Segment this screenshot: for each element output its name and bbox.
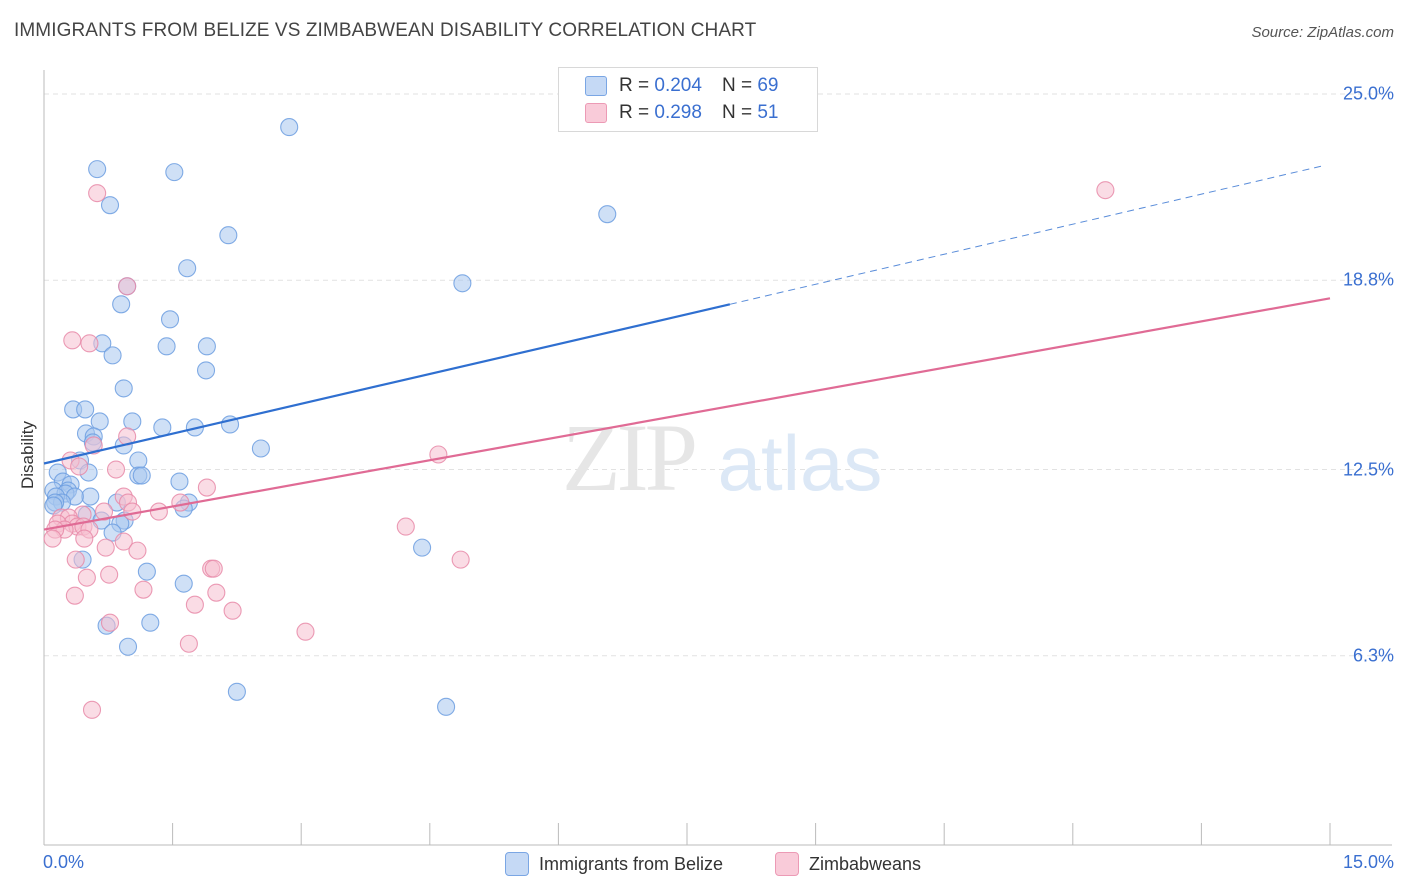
trend-line-series-1 bbox=[43, 297, 1331, 531]
point-series-0-3 bbox=[100, 196, 120, 215]
point-series-0-4 bbox=[598, 205, 617, 224]
trend-line-series-0 bbox=[43, 303, 731, 465]
point-series-1-44 bbox=[223, 601, 242, 620]
y-tick-label-0: 6.3% bbox=[1352, 645, 1394, 666]
legend-row-belize: R = 0.204 N = 69 bbox=[585, 74, 778, 98]
point-series-0-19 bbox=[90, 412, 109, 431]
point-series-1-41 bbox=[207, 583, 226, 602]
point-series-0-57 bbox=[413, 538, 432, 557]
point-series-1-43 bbox=[185, 595, 204, 614]
point-series-1-4 bbox=[80, 334, 99, 353]
point-series-1-11 bbox=[197, 478, 216, 497]
legend-r-label-belize: R = bbox=[619, 75, 650, 96]
trend-extension-series-0 bbox=[729, 165, 1322, 305]
point-series-0-13 bbox=[197, 337, 216, 356]
legend-n-label-belize: N = bbox=[721, 75, 753, 96]
series-swatch-zimbabweans bbox=[775, 852, 799, 876]
point-series-1-34 bbox=[66, 550, 85, 569]
point-series-0-20 bbox=[123, 412, 142, 431]
point-series-1-16 bbox=[149, 502, 168, 521]
point-series-1-9 bbox=[70, 457, 89, 476]
point-series-1-10 bbox=[106, 460, 126, 479]
legend-r-value-zimbabweans: 0.298 bbox=[654, 102, 702, 123]
point-series-0-1 bbox=[88, 160, 107, 179]
point-series-1-1 bbox=[88, 184, 107, 203]
point-series-0-16 bbox=[114, 379, 133, 398]
series-name-zimbabweans: Zimbabweans bbox=[809, 853, 922, 874]
point-series-0-6 bbox=[178, 259, 197, 278]
chart-source: Source: ZipAtlas.com bbox=[1251, 24, 1394, 41]
correlation-legend: R = 0.204 N = 69 R = 0.298 N = 51 bbox=[558, 67, 818, 132]
point-series-1-39 bbox=[204, 559, 223, 578]
point-series-1-42 bbox=[65, 586, 84, 605]
legend-n-value-belize: 69 bbox=[757, 75, 779, 96]
point-series-1-2 bbox=[118, 277, 137, 296]
point-series-1-17 bbox=[94, 502, 114, 521]
point-series-0-58 bbox=[174, 574, 193, 593]
point-series-1-33 bbox=[128, 541, 147, 560]
point-series-1-32 bbox=[96, 538, 115, 557]
legend-swatch-belize bbox=[585, 76, 607, 96]
point-series-0-18 bbox=[76, 400, 95, 419]
point-series-0-14 bbox=[103, 346, 122, 365]
axes bbox=[43, 70, 1392, 846]
series-legend-belize: Immigrants from Belize bbox=[505, 851, 723, 877]
y-tick-label-2: 18.8% bbox=[1342, 269, 1394, 290]
x-tick-label-max: 15.0% bbox=[1342, 852, 1394, 872]
point-series-1-47 bbox=[179, 634, 198, 653]
series-name-belize: Immigrants from Belize bbox=[539, 853, 724, 874]
point-series-0-61 bbox=[118, 637, 138, 656]
point-series-0-21 bbox=[153, 418, 172, 437]
legend-n-value-zimbabweans: 51 bbox=[757, 102, 779, 123]
point-series-0-12 bbox=[157, 337, 176, 356]
point-series-0-28 bbox=[251, 439, 270, 458]
point-series-0-56 bbox=[137, 562, 156, 581]
point-series-0-63 bbox=[437, 697, 456, 716]
series-swatch-belize bbox=[505, 852, 529, 876]
legend-r-value-belize: 0.204 bbox=[654, 75, 702, 96]
point-series-0-7 bbox=[453, 274, 472, 293]
point-series-1-29 bbox=[43, 529, 62, 548]
x-tick-label-min: 0.0% bbox=[43, 852, 85, 872]
point-series-1-27 bbox=[396, 517, 415, 536]
chart-title: IMMIGRANTS FROM BELIZE VS ZIMBABWEAN DIS… bbox=[14, 20, 757, 41]
point-series-0-30 bbox=[129, 451, 148, 470]
legend-r-label-zimbabweans: R = bbox=[619, 102, 650, 123]
point-series-1-40 bbox=[134, 580, 153, 599]
series-legend-zimbabweans: Zimbabweans bbox=[775, 851, 921, 877]
point-series-0-0 bbox=[280, 118, 299, 137]
point-series-0-35 bbox=[170, 472, 189, 491]
point-series-1-48 bbox=[82, 700, 102, 719]
point-series-0-5 bbox=[219, 226, 238, 245]
legend-swatch-zimbabweans bbox=[585, 103, 607, 123]
y-tick-label-3: 25.0% bbox=[1342, 83, 1394, 104]
point-series-1-45 bbox=[100, 613, 120, 632]
point-series-0-10 bbox=[160, 310, 180, 329]
point-series-1-30 bbox=[75, 529, 94, 548]
point-series-1-14 bbox=[171, 493, 190, 512]
point-series-1-3 bbox=[63, 331, 82, 350]
y-tick-label-1: 12.5% bbox=[1342, 459, 1394, 479]
point-series-1-6 bbox=[84, 436, 103, 455]
point-series-1-31 bbox=[114, 532, 133, 551]
point-series-0-60 bbox=[141, 613, 160, 632]
legend-n-label-zimbabweans: N = bbox=[721, 102, 753, 123]
gridlines bbox=[44, 93, 1392, 657]
point-series-1-35 bbox=[451, 550, 470, 569]
watermark-zip: ZIP bbox=[562, 404, 695, 511]
point-series-0-15 bbox=[196, 361, 216, 380]
watermark-atlas: atlas bbox=[718, 419, 883, 507]
point-series-1-46 bbox=[296, 622, 315, 641]
point-series-1-36 bbox=[100, 565, 119, 584]
legend-row-zimbabweans: R = 0.298 N = 51 bbox=[585, 101, 778, 125]
point-series-0-62 bbox=[227, 682, 246, 701]
point-series-0-9 bbox=[112, 295, 131, 314]
point-series-1-37 bbox=[77, 568, 96, 587]
trend-lines bbox=[43, 165, 1331, 531]
point-series-0-34 bbox=[132, 466, 151, 485]
point-series-0-42 bbox=[81, 487, 100, 506]
point-series-0-2 bbox=[165, 163, 184, 182]
point-series-1-0 bbox=[1096, 181, 1115, 200]
